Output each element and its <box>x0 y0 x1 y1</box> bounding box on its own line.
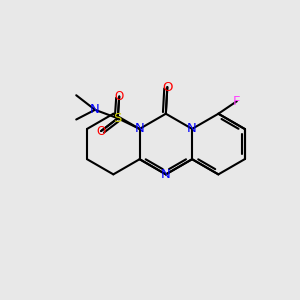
Text: N: N <box>161 168 171 181</box>
Text: F: F <box>233 95 241 108</box>
Text: O: O <box>162 81 172 94</box>
Text: N: N <box>90 103 100 116</box>
Text: O: O <box>115 90 124 103</box>
Text: N: N <box>187 122 197 135</box>
Text: N: N <box>135 122 145 135</box>
Text: S: S <box>114 112 122 125</box>
Text: O: O <box>97 124 106 137</box>
